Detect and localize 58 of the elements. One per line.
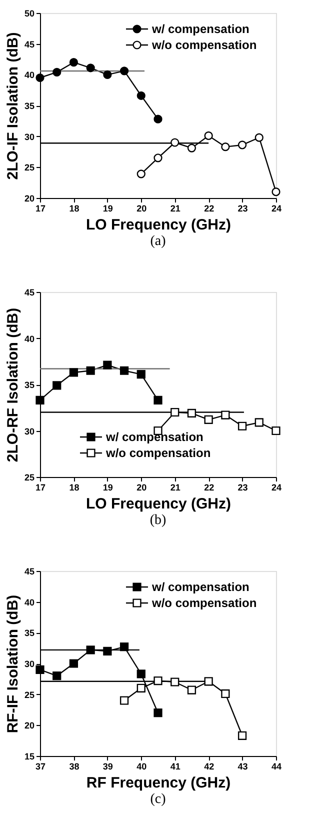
y-axis-title: 2LO-RF Isolation (dB) — [4, 308, 22, 462]
y-tick-label: 40 — [24, 70, 34, 80]
x-tick-label: 18 — [69, 204, 80, 214]
legend-label: w/ compensation — [151, 22, 250, 36]
x-axis-title: RF Frequency (GHz) — [86, 774, 231, 792]
y-tick-label: 35 — [24, 628, 34, 638]
y-tick-label: 40 — [24, 597, 34, 608]
x-tick-label: 38 — [69, 762, 80, 772]
y-tick-label: 20 — [24, 194, 34, 204]
x-tick-label: 23 — [238, 204, 248, 214]
x-tick-label: 37 — [35, 762, 46, 772]
y-tick-label: 50 — [24, 8, 34, 18]
legend-label: w/o compensation — [151, 596, 257, 610]
x-tick-label: 24 — [271, 204, 282, 214]
legend-label: w/ compensation — [151, 580, 250, 594]
x-tick-label: 21 — [170, 204, 180, 214]
y-tick-label: 40 — [24, 334, 34, 344]
x-tick-label: 18 — [69, 482, 80, 492]
x-tick-label: 19 — [102, 204, 113, 214]
x-axis-title: LO Frequency (GHz) — [86, 216, 232, 234]
x-tick-label: 40 — [136, 762, 147, 772]
x-tick-label: 23 — [238, 482, 248, 492]
y-tick-label: 35 — [24, 380, 34, 390]
x-tick-label: 20 — [136, 482, 147, 492]
x-tick-label: 41 — [170, 762, 180, 772]
y-tick-label: 20 — [24, 720, 34, 731]
y-tick-label: 30 — [24, 426, 34, 436]
text: (b) — [150, 513, 166, 528]
y-tick-label: 35 — [24, 101, 34, 111]
y-tick-label: 25 — [24, 472, 34, 482]
legend-label: w/o compensation — [151, 38, 257, 52]
text: (a) — [150, 234, 166, 249]
y-tick-label: 25 — [24, 690, 34, 700]
x-tick-label: 43 — [238, 762, 248, 772]
y-tick-label: 45 — [24, 566, 34, 576]
x-tick-label: 20 — [136, 204, 147, 214]
x-tick-label: 22 — [204, 204, 214, 214]
x-tick-label: 22 — [204, 482, 214, 492]
x-tick-label: 42 — [204, 762, 214, 772]
y-tick-label: 30 — [24, 659, 34, 669]
y-tick-label: 25 — [24, 162, 34, 173]
x-axis-title: LO Frequency (GHz) — [86, 496, 232, 512]
y-tick-label: 45 — [24, 288, 34, 298]
y-tick-label: 15 — [24, 752, 34, 762]
x-tick-label: 39 — [102, 762, 113, 772]
x-tick-label: 44 — [271, 762, 282, 772]
y-axis-title: RF-IF Isolation (dB) — [4, 594, 22, 734]
x-tick-label: 17 — [35, 482, 46, 492]
y-axis-title: 2LO-IF Isolation (dB) — [4, 32, 22, 180]
x-tick-label: 21 — [170, 482, 180, 492]
y-tick-label: 45 — [24, 39, 34, 50]
x-tick-label: 24 — [271, 482, 282, 492]
y-tick-label: 30 — [24, 132, 34, 142]
legend-label: w/o compensation — [105, 446, 211, 460]
legend-label: w/ compensation — [105, 430, 204, 444]
x-tick-label: 17 — [35, 204, 46, 214]
text: (c) — [150, 792, 166, 807]
x-tick-label: 19 — [102, 482, 113, 492]
